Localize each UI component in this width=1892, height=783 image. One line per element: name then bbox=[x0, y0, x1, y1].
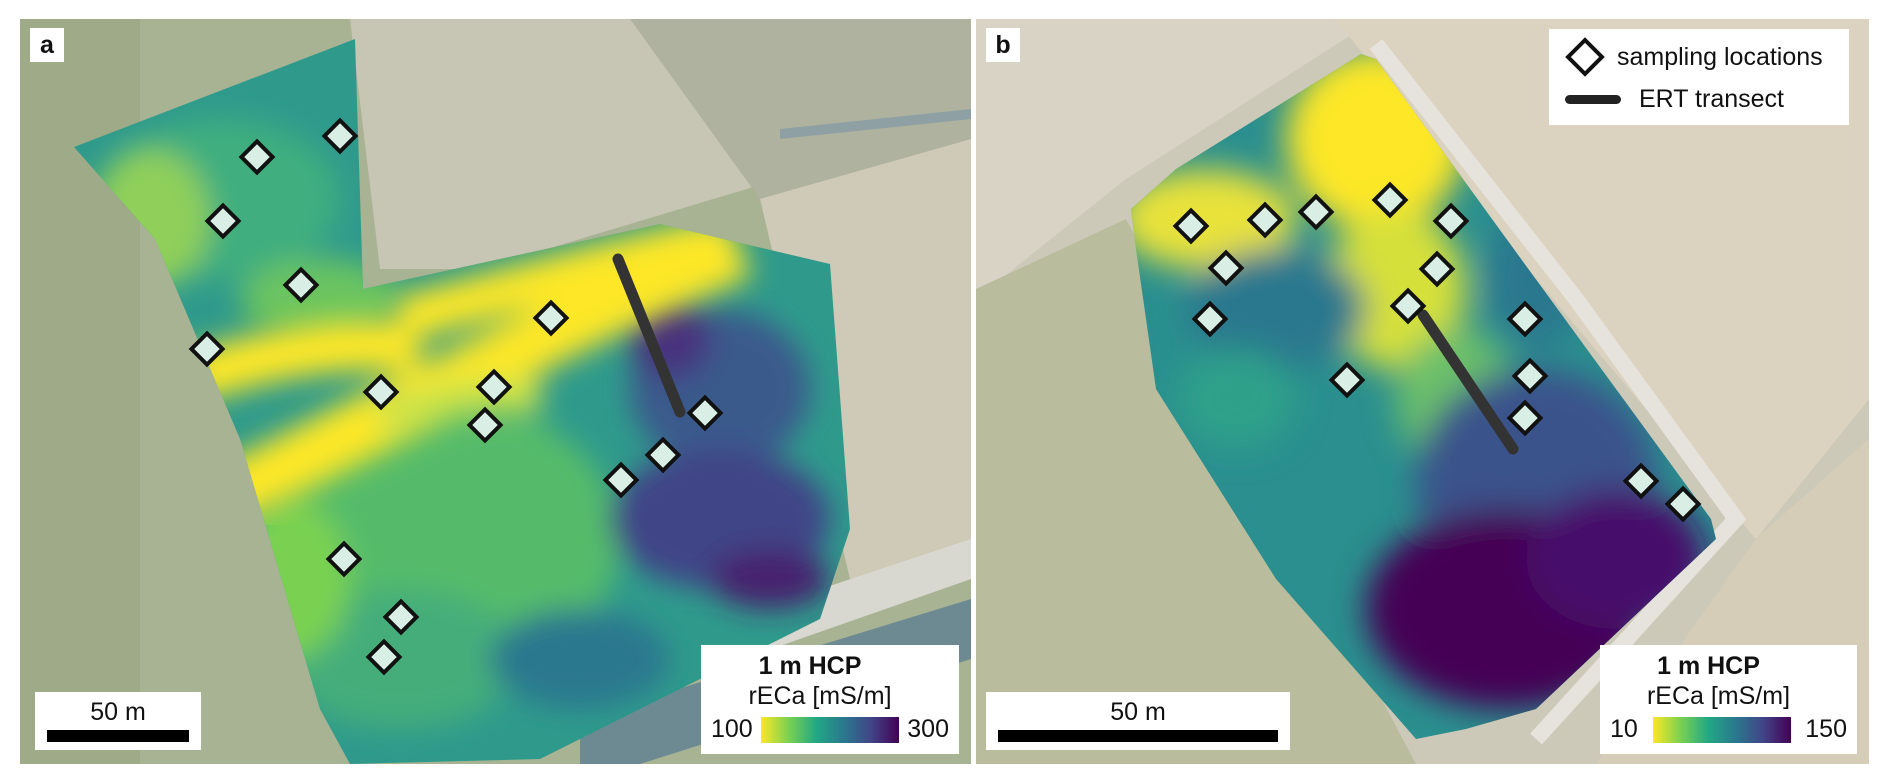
ditch bbox=[780, 109, 971, 139]
sampling-location-marker bbox=[1389, 287, 1427, 325]
field-left-b bbox=[976, 219, 1416, 764]
scalebar-b: 50 m bbox=[986, 692, 1290, 750]
map-a-canvas bbox=[20, 19, 971, 764]
sampling-location-marker bbox=[362, 373, 400, 411]
sampling-location-marker bbox=[1506, 399, 1544, 437]
colorbar-title-a: 1 m HCP bbox=[758, 652, 862, 680]
sampling-location-marker bbox=[602, 461, 640, 499]
sampling-location-marker bbox=[1418, 250, 1456, 288]
field-left bbox=[20, 19, 140, 764]
sampling-location-marker bbox=[644, 436, 682, 474]
sampling-location-marker bbox=[1506, 300, 1544, 338]
map-panel-a: a 50 m 1 m HCP rECa [mS/m] 100 300 bbox=[20, 19, 971, 764]
field-top-left-b bbox=[976, 19, 1376, 299]
scalebar-bar-b bbox=[998, 730, 1278, 742]
ert-transect-a bbox=[612, 253, 686, 418]
colorbar-b: 1 m HCP rECa [mS/m] 10 150 bbox=[1600, 645, 1857, 754]
panel-label-a: a bbox=[30, 28, 64, 62]
sampling-location-marker bbox=[532, 299, 570, 337]
colorbar-a: 1 m HCP rECa [mS/m] 100 300 bbox=[701, 645, 959, 754]
colorbar-max-b: 150 bbox=[1805, 715, 1847, 743]
sampling-location-marker bbox=[238, 138, 276, 176]
colorbar-min-a: 100 bbox=[711, 715, 753, 743]
diamond-icon bbox=[1565, 37, 1605, 77]
colorbar-unit-b: rECa [mS/m] bbox=[1646, 682, 1791, 710]
sampling-location-marker bbox=[204, 202, 242, 240]
colorbar-title-b: 1 m HCP bbox=[1657, 652, 1760, 680]
sampling-location-marker bbox=[1246, 201, 1284, 239]
colorbar-min-b: 10 bbox=[1610, 715, 1638, 743]
sampling-locations-a bbox=[188, 117, 724, 676]
colorbar-gradient-b bbox=[1652, 716, 1791, 743]
sampling-location-marker bbox=[321, 117, 359, 155]
sampling-location-marker bbox=[466, 406, 504, 444]
legend-item-ert: ERT transect bbox=[1565, 79, 1784, 119]
sampling-location-marker bbox=[475, 368, 513, 406]
scalebar-label-a: 50 m bbox=[90, 698, 146, 726]
sampling-location-marker bbox=[1511, 357, 1549, 395]
scalebar-label-b: 50 m bbox=[1110, 698, 1166, 726]
line-icon bbox=[1565, 94, 1621, 104]
sampling-location-marker bbox=[1191, 300, 1229, 338]
sampling-locations-b bbox=[1172, 181, 1702, 523]
colorbar-max-a: 300 bbox=[907, 715, 949, 743]
legend-item-sampling: sampling locations bbox=[1565, 37, 1823, 77]
scalebar-a: 50 m bbox=[35, 692, 201, 750]
colorbar-unit-a: rECa [mS/m] bbox=[748, 682, 892, 710]
sampling-location-marker bbox=[365, 638, 403, 676]
colorbar-gradient-a bbox=[761, 716, 899, 743]
sampling-location-marker bbox=[325, 540, 363, 578]
field-right bbox=[760, 139, 971, 579]
field-right-b bbox=[1336, 19, 1869, 539]
legend-label-sampling: sampling locations bbox=[1617, 42, 1823, 71]
ert-transect-b bbox=[1417, 309, 1519, 455]
scalebar-bar-a bbox=[47, 730, 189, 742]
sampling-location-marker bbox=[686, 394, 724, 432]
legend-label-ert: ERT transect bbox=[1639, 84, 1784, 113]
field-top-right bbox=[630, 19, 971, 199]
sampling-location-marker bbox=[1371, 181, 1409, 219]
sampling-location-marker bbox=[1622, 462, 1660, 500]
sampling-location-marker bbox=[282, 266, 320, 304]
sampling-location-marker bbox=[1328, 361, 1366, 399]
sampling-location-marker bbox=[1432, 202, 1470, 240]
sampling-location-marker bbox=[1207, 249, 1245, 287]
sampling-location-marker bbox=[382, 598, 420, 636]
sampling-location-marker bbox=[1664, 485, 1702, 523]
field-top bbox=[350, 19, 780, 269]
map-b-canvas bbox=[976, 19, 1869, 764]
map-panel-b: b sampling locations ERT transect 50 m 1… bbox=[976, 19, 1869, 764]
sampling-location-marker bbox=[1297, 193, 1335, 231]
sampling-location-marker bbox=[188, 330, 226, 368]
legend-b: sampling locations ERT transect bbox=[1549, 29, 1849, 125]
panel-label-b: b bbox=[986, 28, 1020, 62]
road-b bbox=[1369, 39, 1747, 745]
sampling-location-marker bbox=[1172, 207, 1210, 245]
